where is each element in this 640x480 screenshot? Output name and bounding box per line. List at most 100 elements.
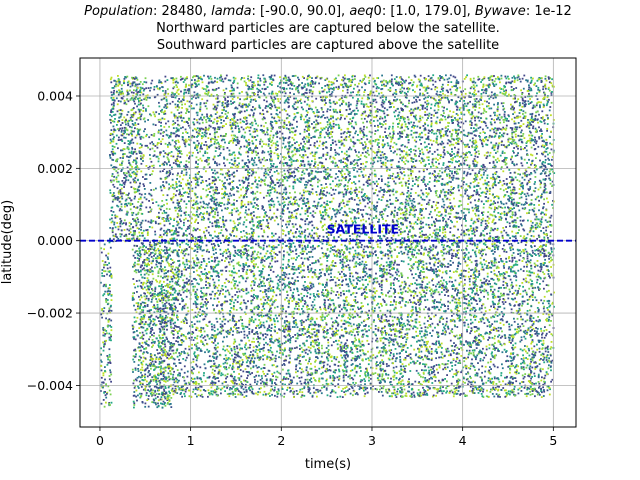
- scatter-point: [152, 220, 155, 222]
- scatter-point: [194, 354, 196, 357]
- scatter-point: [118, 116, 121, 119]
- scatter-point: [150, 380, 152, 383]
- scatter-point: [134, 102, 136, 105]
- scatter-point: [146, 232, 149, 235]
- scatter-point: [151, 226, 154, 229]
- scatter-point: [232, 254, 235, 257]
- scatter-point: [158, 236, 161, 238]
- scatter-point: [162, 347, 165, 349]
- scatter-point: [159, 346, 161, 349]
- scatter-point: [135, 175, 138, 177]
- scatter-point: [132, 234, 135, 237]
- scatter-point: [157, 389, 159, 392]
- scatter-point: [132, 77, 134, 79]
- scatter-point: [119, 90, 121, 93]
- scatter-point: [106, 355, 109, 357]
- scatter-point: [166, 218, 169, 220]
- scatter-point: [194, 291, 197, 293]
- scatter-point: [159, 228, 162, 231]
- scatter-point: [218, 370, 221, 373]
- scatter-point: [149, 221, 152, 224]
- scatter-point: [229, 90, 232, 92]
- scatter-point: [134, 286, 137, 289]
- scatter-point: [224, 219, 227, 222]
- scatter-point: [147, 231, 149, 234]
- scatter-point: [148, 250, 151, 252]
- scatter-point: [167, 353, 169, 356]
- scatter-point: [163, 97, 166, 100]
- scatter-point: [170, 326, 172, 328]
- scatter-point: [166, 402, 169, 405]
- scatter-point: [133, 181, 136, 184]
- scatter-point: [234, 112, 236, 115]
- scatter-point: [228, 170, 230, 173]
- scatter-point: [157, 270, 160, 273]
- scatter-point: [201, 179, 204, 182]
- scatter-point: [176, 270, 179, 273]
- scatter-point: [205, 244, 208, 247]
- scatter-point: [139, 97, 141, 99]
- scatter-point: [199, 366, 202, 369]
- scatter-point: [123, 235, 126, 237]
- scatter-point: [154, 402, 157, 404]
- scatter-point: [192, 229, 195, 232]
- scatter-point: [188, 119, 190, 121]
- scatter-point: [228, 142, 230, 144]
- scatter-point: [210, 114, 212, 117]
- scatter-point: [128, 238, 130, 241]
- scatter-point: [213, 169, 216, 172]
- scatter-point: [151, 339, 154, 341]
- scatter-point: [113, 79, 116, 82]
- scatter-point: [145, 258, 148, 261]
- scatter-point: [183, 376, 185, 379]
- scatter-point: [180, 127, 182, 130]
- scatter-point: [172, 298, 175, 301]
- scatter-point: [229, 119, 232, 121]
- scatter-point: [115, 160, 117, 162]
- scatter-point: [177, 275, 180, 278]
- scatter-point: [126, 75, 129, 78]
- scatter-point: [149, 268, 152, 271]
- scatter-point: [131, 295, 134, 298]
- scatter-point: [111, 229, 114, 232]
- scatter-point: [133, 316, 136, 319]
- scatter-point: [167, 240, 169, 243]
- scatter-point: [245, 395, 248, 397]
- scatter-point: [149, 281, 152, 283]
- scatter-point: [166, 249, 168, 252]
- scatter-point: [175, 181, 177, 183]
- scatter-point: [108, 310, 110, 313]
- scatter-point: [139, 207, 142, 210]
- scatter-point: [229, 319, 231, 322]
- scatter-point: [142, 229, 145, 232]
- scatter-point: [183, 393, 186, 395]
- scatter-point: [177, 123, 179, 126]
- scatter-point: [223, 196, 225, 199]
- scatter-point: [172, 162, 175, 164]
- scatter-point: [214, 127, 216, 130]
- scatter-point: [213, 230, 216, 233]
- scatter-point: [131, 171, 134, 174]
- scatter-point: [225, 359, 227, 362]
- scatter-point: [176, 234, 179, 237]
- scatter-point: [180, 200, 182, 202]
- scatter-point: [140, 296, 143, 299]
- scatter-point: [197, 144, 199, 147]
- scatter-point: [131, 138, 134, 141]
- scatter-point: [183, 350, 185, 353]
- scatter-point: [231, 381, 234, 383]
- scatter-point: [236, 166, 239, 169]
- scatter-point: [149, 248, 152, 251]
- scatter-point: [174, 209, 177, 212]
- scatter-point: [193, 192, 196, 195]
- scatter-point: [152, 318, 155, 320]
- scatter-point: [218, 100, 221, 103]
- scatter-point: [114, 152, 117, 155]
- scatter-point: [162, 373, 165, 376]
- scatter-point: [127, 80, 130, 83]
- scatter-point: [219, 79, 221, 82]
- scatter-point: [177, 266, 180, 269]
- scatter-point: [199, 275, 201, 278]
- scatter-point: [210, 392, 213, 395]
- scatter-point: [188, 232, 191, 235]
